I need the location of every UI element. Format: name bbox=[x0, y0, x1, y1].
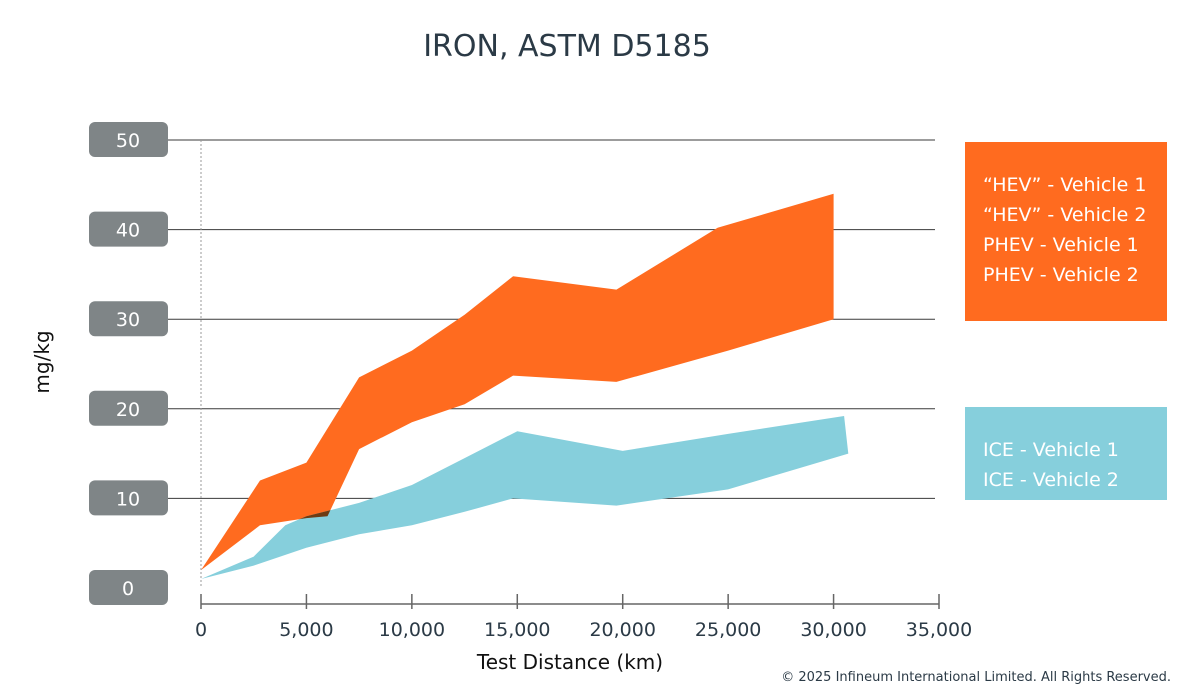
y-tick-label: 10 bbox=[116, 488, 140, 510]
y-tick-badge bbox=[89, 211, 168, 247]
legend-entry: PHEV - Vehicle 1 bbox=[983, 234, 1139, 256]
x-tick-label: 15,000 bbox=[484, 619, 550, 641]
x-tick-label: 35,000 bbox=[906, 619, 972, 641]
legend-entry: ICE - Vehicle 1 bbox=[983, 439, 1119, 461]
y-tick-label: 50 bbox=[116, 130, 140, 152]
data-bands bbox=[201, 193, 849, 579]
legend-box bbox=[965, 407, 1167, 500]
y-tick-label: 20 bbox=[116, 399, 140, 421]
y-tick-label: 0 bbox=[122, 578, 134, 600]
x-tick-label: 20,000 bbox=[589, 619, 655, 641]
chart-title: IRON, ASTM D5185 bbox=[423, 29, 711, 64]
copyright-text: © 2025 Infineum International Limited. A… bbox=[781, 670, 1171, 685]
legend-entry: ICE - Vehicle 2 bbox=[983, 469, 1119, 491]
x-tick-label: 30,000 bbox=[800, 619, 866, 641]
y-tick-badge bbox=[89, 480, 168, 516]
y-axis-label: mg/kg bbox=[30, 330, 54, 393]
y-tick-label: 30 bbox=[116, 309, 140, 331]
y-tick-badge bbox=[89, 570, 168, 605]
y-axis-ticks: 0 10 20 30 40 50 bbox=[89, 122, 168, 605]
x-tick-label: 10,000 bbox=[379, 619, 445, 641]
x-tick-label: 5,000 bbox=[279, 619, 333, 641]
legend-entry: “HEV” - Vehicle 1 bbox=[983, 174, 1146, 196]
series-band-ice bbox=[201, 416, 849, 579]
legend: “HEV” - Vehicle 1 “HEV” - Vehicle 2 PHEV -… bbox=[965, 142, 1167, 500]
y-tick-badge bbox=[89, 122, 168, 157]
legend-entry: PHEV - Vehicle 2 bbox=[983, 264, 1139, 286]
series-band-hev-phev bbox=[201, 193, 834, 571]
y-tick-badge bbox=[89, 301, 168, 337]
x-tick-label: 0 bbox=[195, 619, 207, 641]
x-axis-label: Test Distance (km) bbox=[476, 650, 663, 674]
legend-box bbox=[965, 142, 1167, 321]
x-axis: 0 5,000 10,000 15,000 20,000 25,000 30,000 35,0… bbox=[195, 594, 972, 641]
y-tick-badge bbox=[89, 390, 168, 426]
x-tick-label: 25,000 bbox=[695, 619, 761, 641]
legend-entry: “HEV” - Vehicle 2 bbox=[983, 204, 1146, 226]
y-tick-label: 40 bbox=[116, 220, 140, 242]
